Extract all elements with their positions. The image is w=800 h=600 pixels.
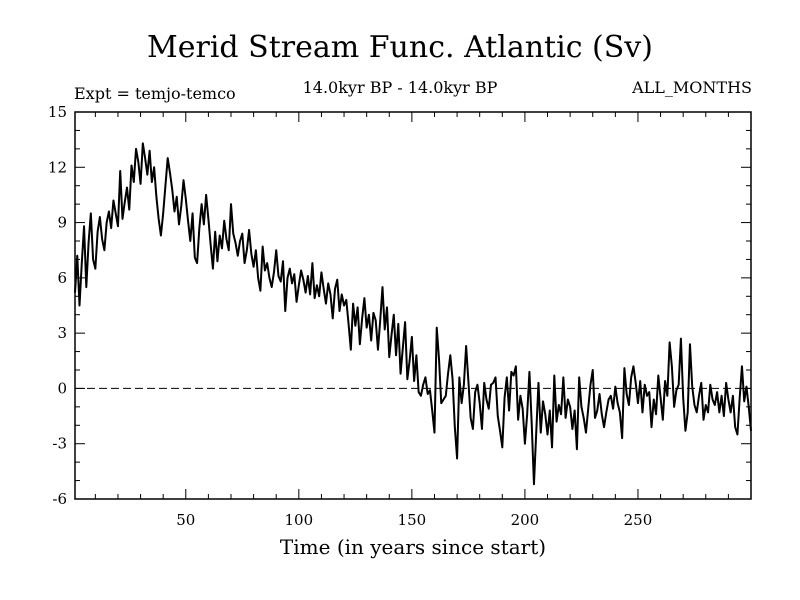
x-axis-label: Time (in years since start) xyxy=(280,535,546,559)
x-tick-label: 50 xyxy=(176,511,195,529)
x-tick-label: 200 xyxy=(511,511,540,529)
axis-ticks xyxy=(75,112,751,499)
y-tick-label: 12 xyxy=(48,158,67,176)
y-tick-label: 3 xyxy=(57,324,67,342)
tick-labels: 50 100 150 200 250 -6 -3 0 3 6 9 12 15 xyxy=(48,103,652,529)
period-label: 14.0kyr BP - 14.0kyr BP xyxy=(302,78,498,97)
y-tick-label: 15 xyxy=(48,103,67,121)
x-tick-label: 150 xyxy=(398,511,427,529)
months-label: ALL_MONTHS xyxy=(632,78,752,97)
experiment-label: Expt = temjo-temco xyxy=(74,84,236,103)
y-tick-label: 6 xyxy=(57,269,67,287)
series-line xyxy=(74,142,752,486)
plot-frame xyxy=(74,111,752,500)
x-tick-label: 250 xyxy=(624,511,653,529)
y-tick-label: 0 xyxy=(57,379,67,397)
y-tick-label: 9 xyxy=(57,214,67,232)
x-tick-label: 100 xyxy=(285,511,314,529)
chart-title: Merid Stream Func. Atlantic (Sv) xyxy=(147,30,653,65)
y-tick-label: -3 xyxy=(52,435,67,453)
y-tick-label: -6 xyxy=(52,490,67,508)
